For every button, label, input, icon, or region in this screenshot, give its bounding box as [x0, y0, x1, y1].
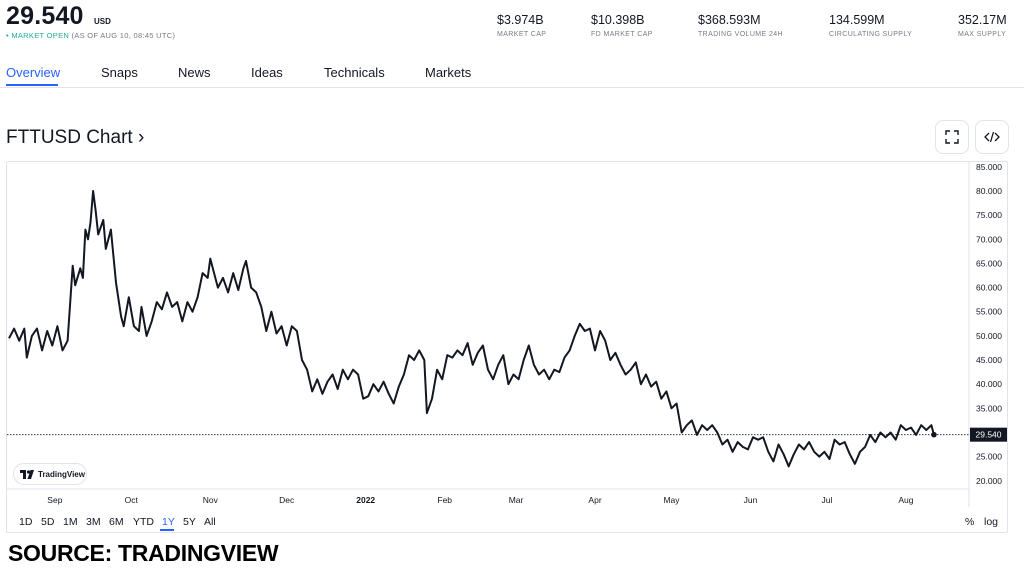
last-price-point: [931, 431, 937, 438]
stat-value: $10.398B: [591, 13, 645, 27]
range-1m[interactable]: 1M: [63, 516, 78, 528]
range-all[interactable]: All: [204, 516, 216, 528]
tab-ideas[interactable]: Ideas: [251, 65, 283, 80]
x-tick-label: Nov: [203, 495, 219, 505]
y-tick-label: 65.000: [976, 258, 1002, 268]
status-dot: •: [6, 31, 9, 40]
chart-frame: [6, 161, 1008, 533]
last-price-tag-label: 29.540: [976, 430, 1002, 440]
x-tick-label: Sep: [47, 495, 62, 505]
log-scale-button[interactable]: log: [984, 516, 999, 528]
y-tick-label: 35.000: [976, 403, 1002, 413]
y-tick-label: 60.000: [976, 283, 1002, 293]
tradingview-icon: [20, 469, 34, 479]
x-tick-label: Mar: [509, 495, 524, 505]
stat-trading-volume: $368.593M TRADING VOLUME 24H: [698, 13, 783, 38]
tradingview-logo[interactable]: TradingView: [13, 463, 87, 485]
y-tick-label: 75.000: [976, 210, 1002, 220]
tabs-divider: [0, 87, 1024, 88]
price-value: 29.540: [6, 2, 84, 30]
y-tick-label: 80.000: [976, 186, 1002, 196]
tab-overview[interactable]: Overview: [6, 65, 61, 80]
y-tick-label: 20.000: [976, 476, 1002, 486]
x-tick-label: Aug: [898, 495, 913, 505]
active-tab-indicator: [6, 84, 58, 86]
fullscreen-icon: [945, 130, 959, 144]
price-series-line: [8, 190, 935, 468]
range-1d[interactable]: 1D: [19, 516, 33, 528]
code-icon: [984, 131, 1000, 143]
last-price-tag: [970, 427, 1007, 442]
stat-value: $368.593M: [698, 13, 761, 27]
stat-label: FD MARKET CAP: [591, 31, 653, 38]
x-tick-label: 2022: [356, 495, 375, 505]
stat-circulating-supply: 134.599M CIRCULATING SUPPLY: [829, 13, 912, 38]
x-tick-label: Jun: [744, 495, 758, 505]
stat-value: $3.974B: [497, 13, 544, 27]
stat-label: MARKET CAP: [497, 31, 547, 38]
tab-technicals[interactable]: Technicals: [324, 65, 385, 80]
stat-value: 134.599M: [829, 13, 885, 27]
price-chart[interactable]: 85.000 80.000 75.000 70.000 65.000 60.000 55.0…: [7, 162, 1007, 507]
tab-markets[interactable]: Markets: [425, 65, 472, 80]
y-tick-label: 55.000: [976, 307, 1002, 317]
tab-news[interactable]: News: [178, 65, 211, 80]
percent-scale-button[interactable]: %: [965, 516, 975, 528]
tradingview-logo-text: TradingView: [38, 469, 85, 479]
source-caption: SOURCE: TRADINGVIEW: [8, 540, 279, 566]
y-tick-label: 85.000: [976, 162, 1002, 172]
x-tick-label: Oct: [125, 495, 139, 505]
y-tick-label: 45.000: [976, 355, 1002, 365]
price-currency: USD: [94, 17, 111, 26]
active-range-indicator: [160, 529, 174, 531]
y-tick-label: 50.000: [976, 331, 1002, 341]
x-tick-label: May: [663, 495, 680, 505]
range-6m[interactable]: 6M: [109, 516, 124, 528]
stat-max-supply: 352.17M MAX SUPPLY: [958, 13, 1007, 38]
stat-market-cap: $3.974B MARKET CAP: [497, 13, 546, 38]
range-3m[interactable]: 3M: [86, 516, 101, 528]
market-status: • MARKET OPEN (AS OF AUG 10, 08:45 UTC): [6, 31, 175, 40]
x-tick-label: Jul: [821, 495, 832, 505]
market-status-time: (AS OF AUG 10, 08:45 UTC): [71, 31, 176, 40]
range-1y[interactable]: 1Y: [162, 516, 175, 528]
y-tick-label: 70.000: [976, 234, 1002, 244]
x-tick-label: Dec: [279, 495, 295, 505]
market-open-label: MARKET OPEN: [11, 31, 70, 40]
y-tick-label: 40.000: [976, 379, 1002, 389]
chart-title-link[interactable]: FTTUSD Chart ›: [6, 127, 145, 148]
stat-fd-market-cap: $10.398B FD MARKET CAP: [591, 13, 653, 38]
x-tick-label: Apr: [588, 495, 601, 505]
x-tick-label: Feb: [437, 495, 452, 505]
range-5d[interactable]: 5D: [41, 516, 55, 528]
tab-snaps[interactable]: Snaps: [101, 65, 138, 80]
stat-value: 352.17M: [958, 13, 1007, 27]
stat-label: CIRCULATING SUPPLY: [829, 31, 913, 38]
range-ytd[interactable]: YTD: [133, 516, 154, 528]
stat-label: TRADING VOLUME 24H: [698, 31, 783, 38]
embed-code-button[interactable]: [975, 120, 1009, 154]
fullscreen-button[interactable]: [935, 120, 969, 154]
range-5y[interactable]: 5Y: [183, 516, 196, 528]
y-tick-label: 25.000: [976, 452, 1002, 462]
stat-label: MAX SUPPLY: [958, 31, 1007, 38]
